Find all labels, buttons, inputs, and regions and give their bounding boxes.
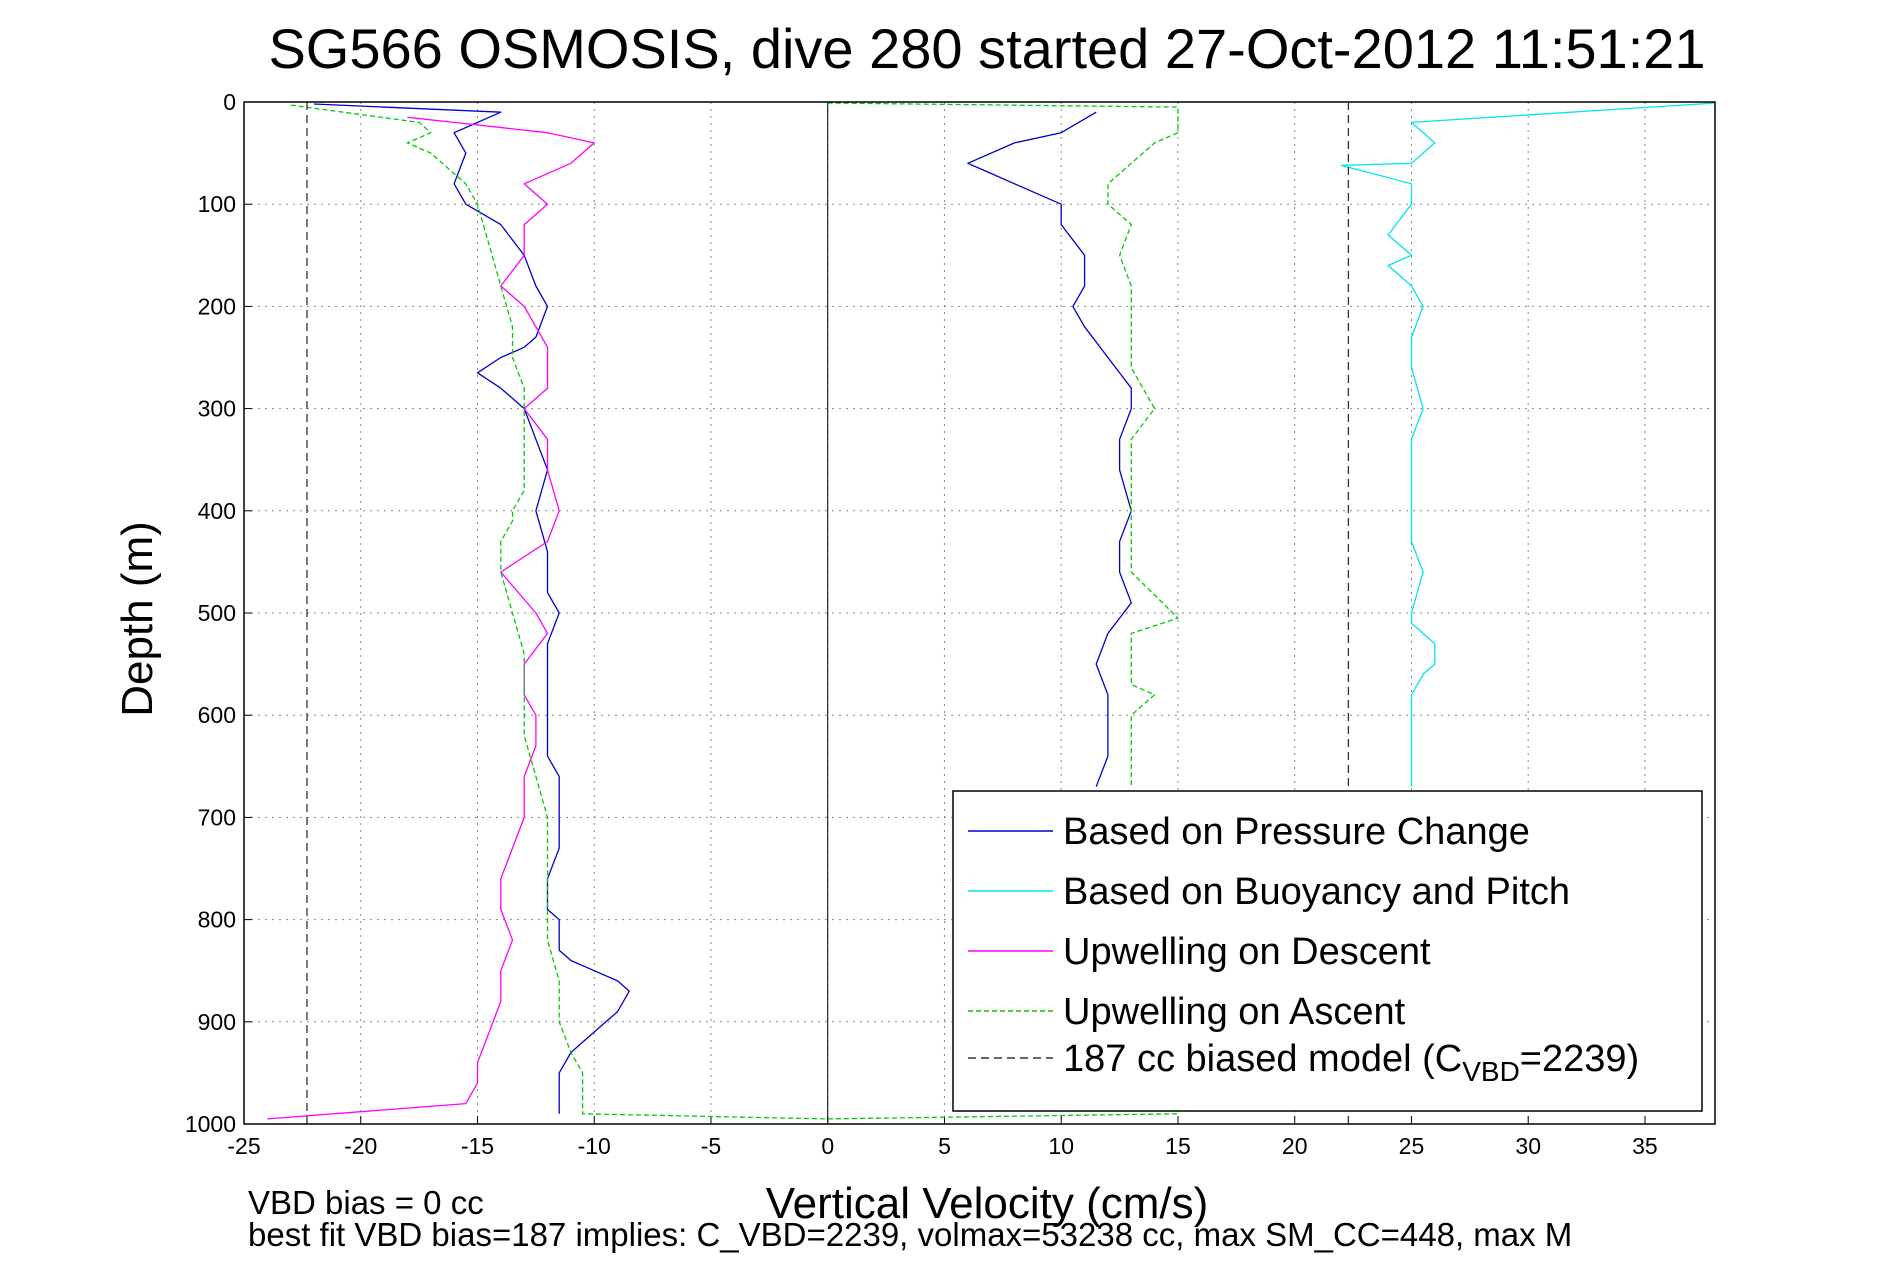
x-tick-label: 15 [1165, 1133, 1191, 1159]
y-tick-label: 600 [198, 702, 236, 728]
y-tick-label: 400 [198, 498, 236, 524]
y-tick-label: 300 [198, 396, 236, 422]
x-tick-label: 10 [1048, 1133, 1074, 1159]
x-tick-label: 20 [1282, 1133, 1308, 1159]
y-tick-label: 700 [198, 804, 236, 830]
y-tick-label: 900 [198, 1009, 236, 1035]
series-line-based-on-pressure-change [313, 103, 630, 1114]
x-tick-label: -25 [227, 1133, 260, 1159]
y-tick-label: 0 [223, 89, 236, 115]
chart-title: SG566 OSMOSIS, dive 280 started 27-Oct-2… [268, 17, 1705, 80]
legend-label: 187 cc biased model (CVBD=2239) [1063, 1038, 1639, 1087]
x-tick-label: 25 [1399, 1133, 1425, 1159]
legend-label: Upwelling on Descent [1063, 931, 1431, 973]
series-line-upwelling-on-ascent [290, 104, 1179, 1120]
y-tick-label: 500 [198, 600, 236, 626]
y-tick-label: 800 [198, 907, 236, 933]
tick-labels: -25 -20 -15 -10 -5 0 5 10 15 20 25 30 35 0 100 200 300 40… [185, 89, 1658, 1159]
x-tick-label: 0 [821, 1133, 834, 1159]
x-tick-label: 30 [1515, 1133, 1541, 1159]
series-line-upwelling-on-ascent [827, 102, 1179, 787]
x-tick-label: -15 [461, 1133, 494, 1159]
y-axis-label: Depth (m) [113, 521, 162, 717]
series-line-based-on-buoyancy-and-pitch [1340, 102, 1716, 787]
legend-label: Upwelling on Ascent [1063, 991, 1406, 1033]
legend-box [952, 790, 1703, 1112]
legend-label-subscript: VBD [1462, 1056, 1520, 1087]
legend-label: Based on Buoyancy and Pitch [1063, 871, 1570, 913]
series-line-based-on-pressure-change [967, 111, 1132, 787]
footer-line-1: VBD bias = 0 cc [248, 1184, 484, 1221]
footer-line-2: best fit VBD bias=187 implies: C_VBD=223… [248, 1216, 1572, 1253]
x-tick-label: -5 [701, 1133, 721, 1159]
y-tick-label: 200 [198, 293, 236, 319]
x-tick-label: 5 [938, 1133, 951, 1159]
legend-label: Based on Pressure Change [1063, 811, 1530, 853]
y-tick-label: 1000 [185, 1111, 236, 1137]
x-axis-label: Vertical Velocity (cm/s) [766, 1179, 1209, 1228]
x-tick-label: -10 [578, 1133, 611, 1159]
x-tick-label: -20 [344, 1133, 377, 1159]
legend: Based on Pressure Change Based on Buoyanc… [952, 790, 1703, 1112]
series-line-upwelling-on-descent [267, 116, 595, 1120]
legend-label-suffix: =2239) [1520, 1038, 1639, 1080]
plot-frame [243, 101, 1716, 1125]
y-tick-label: 100 [198, 191, 236, 217]
x-tick-label: 35 [1632, 1133, 1658, 1159]
